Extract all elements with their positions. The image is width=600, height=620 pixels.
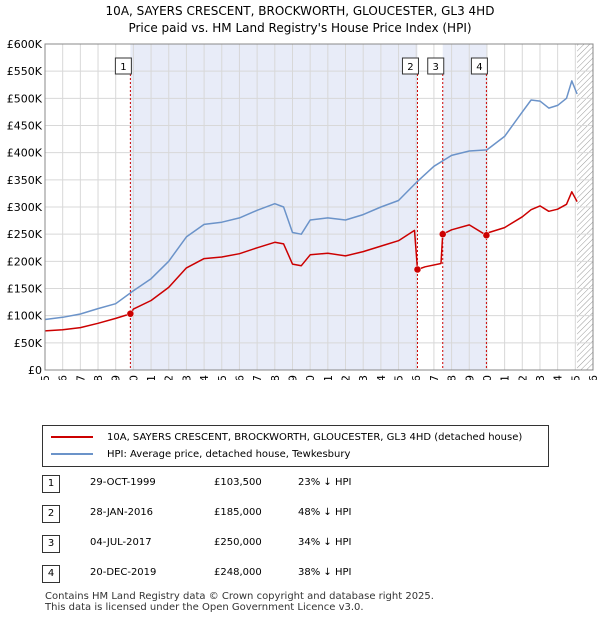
sale-label-box xyxy=(401,57,419,75)
y-tick-label: £150K xyxy=(7,283,43,296)
legend-label-property: 10A, SAYERS CRESCENT, BROCKWORTH, GLOUCE… xyxy=(107,431,523,443)
x-tick-label: 2019 xyxy=(463,375,476,380)
x-tick-label: 2011 xyxy=(322,375,335,380)
legend-swatch-hpi xyxy=(51,453,93,455)
hpi-line xyxy=(44,80,578,321)
y-tick-label: £200K xyxy=(7,255,43,268)
x-tick-label: 2015 xyxy=(393,375,406,380)
sale-date: 04-JUL-2017 xyxy=(90,537,152,548)
chart-subtitle: Price paid vs. HM Land Registry's House … xyxy=(128,21,472,35)
legend-item-property: 10A, SAYERS CRESCENT, BROCKWORTH, GLOUCE… xyxy=(51,429,522,445)
sale-date: 28-JAN-2016 xyxy=(90,507,154,518)
sale-date: 20-DEC-2019 xyxy=(90,567,157,578)
y-tick-label: £550K xyxy=(7,65,43,78)
y-tick-label: £250K xyxy=(7,228,43,241)
x-tick-label: 2021 xyxy=(499,375,512,380)
footer-copyright: Contains HM Land Registry data © Crown c… xyxy=(45,591,434,602)
x-tick-label: 2023 xyxy=(534,375,547,380)
sale-label-text: 3 xyxy=(433,62,439,73)
y-tick-label: £500K xyxy=(7,92,43,105)
x-tick-label: 1995 xyxy=(39,375,52,380)
grid-lines xyxy=(44,43,594,371)
x-tick-label: 2001 xyxy=(145,375,158,380)
x-tick-label: 1997 xyxy=(74,375,87,380)
y-tick-label: £600K xyxy=(7,38,43,51)
y-tick-label: £450K xyxy=(7,120,43,133)
sale-price: £248,000 xyxy=(214,567,262,578)
chart-title-address: 10A, SAYERS CRESCENT, BROCKWORTH, GLOUCE… xyxy=(105,4,495,18)
sale-hpi-diff: 23% ↓ HPI xyxy=(298,477,352,488)
sale-number-badge: 3 xyxy=(42,535,60,553)
x-tick-label: 2018 xyxy=(446,375,459,380)
sale-point xyxy=(438,230,447,238)
sale-hpi-diff: 34% ↓ HPI xyxy=(298,537,352,548)
x-tick-label: 1999 xyxy=(110,375,123,380)
sale-label-text: 2 xyxy=(407,62,413,73)
sale-number-badge: 4 xyxy=(42,565,60,583)
x-tick-label: 2002 xyxy=(163,375,176,380)
y-tick-label: £50K xyxy=(14,337,43,350)
y-tick-label: £400K xyxy=(7,147,43,160)
sale-number-badge: 1 xyxy=(42,475,60,493)
property-line xyxy=(44,191,578,332)
x-tick-label: 2005 xyxy=(216,375,229,380)
x-tick-label: 2013 xyxy=(357,375,370,380)
sale-price: £185,000 xyxy=(214,507,262,518)
x-tick-label: 2014 xyxy=(375,375,388,380)
axes: £0 £50K £100K £150K £200K £250K £300K £350K £400… xyxy=(7,38,600,380)
sale-markers xyxy=(126,230,491,318)
y-tick-label: £100K xyxy=(7,310,43,323)
x-tick-label: 2016 xyxy=(410,375,423,380)
legend: 10A, SAYERS CRESCENT, BROCKWORTH, GLOUCE… xyxy=(42,425,549,467)
sale-date: 29-OCT-1999 xyxy=(90,477,156,488)
sale-label-text: 4 xyxy=(476,62,482,73)
x-tick-label: 2017 xyxy=(428,375,441,380)
x-tick-label: 2009 xyxy=(286,375,299,380)
x-tick-label: 2008 xyxy=(269,375,282,380)
x-tick-label: 2003 xyxy=(180,375,193,380)
sale-point xyxy=(413,265,422,274)
x-tick-label: 1996 xyxy=(57,375,70,380)
sale-labels: 1 2 3 4 xyxy=(114,57,488,75)
x-tick-label: 2026 xyxy=(587,375,600,380)
y-tick-label: £300K xyxy=(7,201,43,214)
sale-point xyxy=(482,231,491,240)
sale-label-box xyxy=(470,57,488,75)
sale-hpi-diff: 38% ↓ HPI xyxy=(298,567,352,578)
x-tick-label: 2012 xyxy=(340,375,353,380)
x-tick-label: 2020 xyxy=(481,375,494,380)
x-tick-label: 2000 xyxy=(127,375,140,380)
x-tick-label: 2025 xyxy=(569,375,582,380)
sale-price: £250,000 xyxy=(214,537,262,548)
legend-swatch-property xyxy=(51,436,93,438)
sale-price: £103,500 xyxy=(214,477,262,488)
sale-number-badge: 2 xyxy=(42,505,60,523)
x-tick-label: 2024 xyxy=(552,375,565,380)
x-tick-label: 1998 xyxy=(92,375,105,380)
price-chart: £0 £50K £100K £150K £200K £250K £300K £350K £400… xyxy=(7,38,600,380)
y-tick-label: £350K xyxy=(7,174,43,187)
sale-label-text: 1 xyxy=(120,62,126,73)
sale-label-box xyxy=(114,57,132,75)
sale-point xyxy=(126,310,135,318)
series-lines xyxy=(44,80,578,332)
legend-label-hpi: HPI: Average price, detached house, Tewk… xyxy=(107,448,351,460)
sale-vertical-lines xyxy=(129,74,487,370)
x-tick-label: 2007 xyxy=(251,375,264,380)
x-tick-label: 2022 xyxy=(516,375,529,380)
y-tick-label: £0 xyxy=(28,364,42,377)
sale-label-box xyxy=(427,57,445,75)
footer-licence: This data is licensed under the Open Gov… xyxy=(45,602,364,613)
sale-hpi-diff: 48% ↓ HPI xyxy=(298,507,352,518)
plot-frame xyxy=(44,43,594,371)
x-tick-label: 2004 xyxy=(198,375,211,380)
x-tick-label: 2006 xyxy=(233,375,246,380)
legend-item-hpi: HPI: Average price, detached house, Tewk… xyxy=(51,446,350,462)
x-tick-label: 2010 xyxy=(304,375,317,380)
